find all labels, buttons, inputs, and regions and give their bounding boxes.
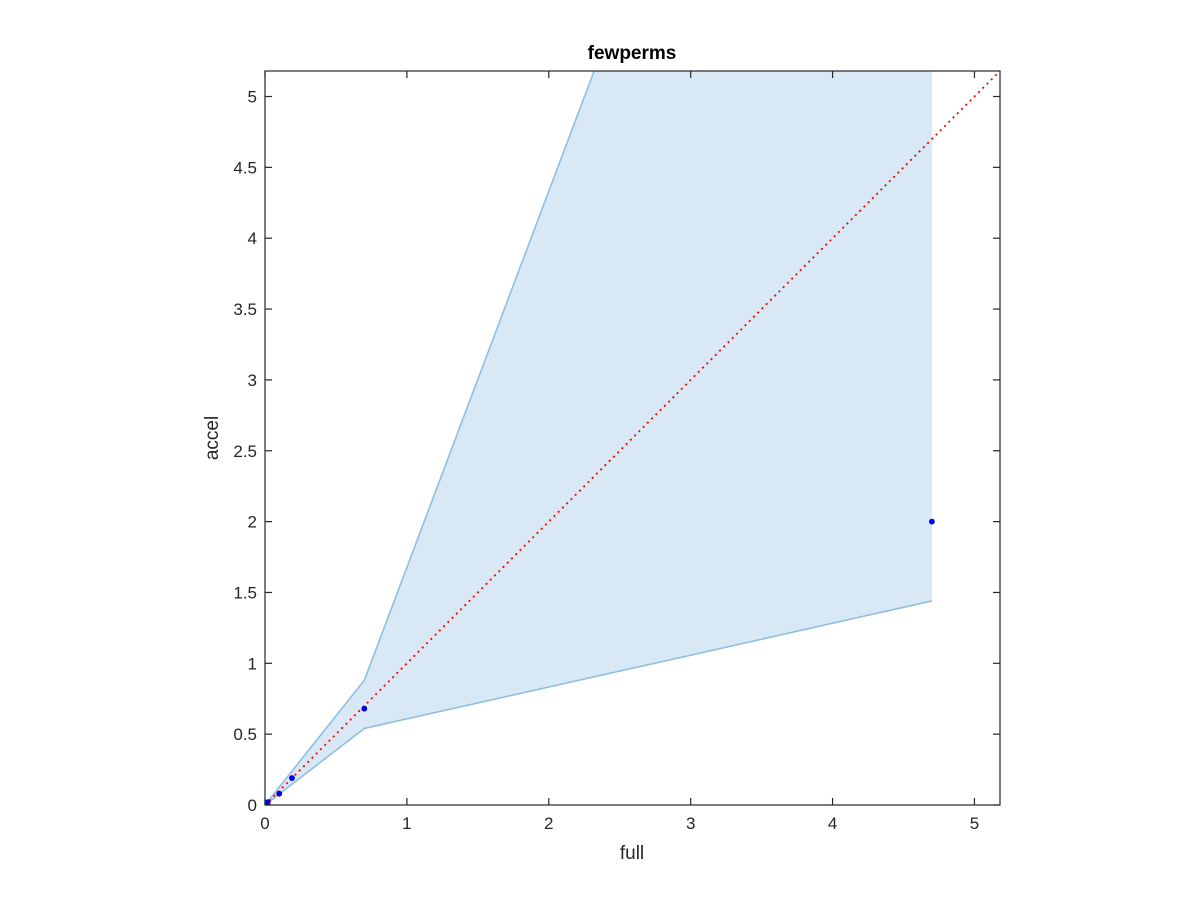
data-point	[265, 799, 271, 805]
y-tick-label: 2.5	[233, 442, 257, 461]
y-tick-label: 4	[248, 229, 257, 248]
y-tick-label: 3	[248, 371, 257, 390]
reference-line	[265, 71, 1000, 805]
x-tick-label: 4	[828, 814, 837, 833]
y-tick-label: 1.5	[233, 583, 257, 602]
x-tick-label: 5	[970, 814, 979, 833]
y-tick-label: 0	[248, 796, 257, 815]
y-tick-label: 2	[248, 513, 257, 532]
x-tick-label: 0	[260, 814, 269, 833]
y-ticks: 0 0.5 1 1.5 2 2.5 3 3.5 4 4.5 5	[233, 88, 1000, 815]
x-ticks: 0 1 2 3 4 5	[260, 71, 979, 833]
y-tick-label: 4.5	[233, 158, 257, 177]
y-tick-label: 5	[248, 88, 257, 107]
axes-frame	[264, 70, 1001, 806]
identity-line	[265, 71, 1000, 805]
data-point	[289, 775, 295, 781]
chart-title: fewperms	[588, 43, 677, 64]
y-tick-label: 0.5	[233, 725, 257, 744]
band-lower-edge	[265, 600, 933, 805]
scatter-points	[265, 518, 935, 805]
band-fill	[265, 71, 932, 805]
y-tick-label: 1	[248, 654, 257, 673]
x-tick-label: 3	[686, 814, 695, 833]
x-axis-label: full	[620, 843, 644, 864]
data-point	[928, 518, 935, 525]
axes-box	[264, 70, 1001, 806]
x-tick-label: 2	[544, 814, 553, 833]
confidence-band	[265, 71, 933, 805]
data-point	[276, 790, 283, 797]
data-point	[361, 705, 368, 712]
band-upper-edge	[265, 71, 595, 805]
y-axis-label: accel	[202, 416, 223, 460]
y-tick-label: 3.5	[233, 300, 257, 319]
x-tick-label: 1	[402, 814, 411, 833]
